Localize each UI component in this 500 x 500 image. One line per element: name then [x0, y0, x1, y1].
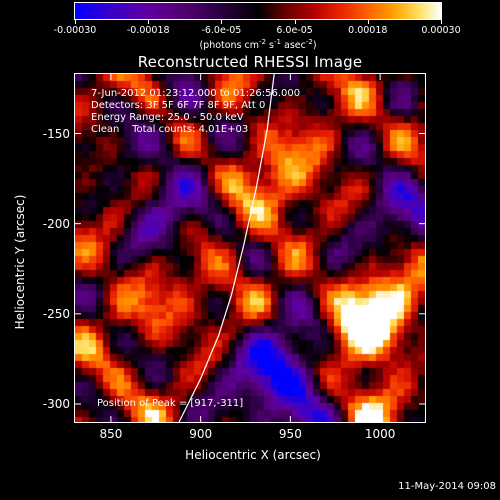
colorbar-tick-label: -6.0e-05 — [201, 25, 242, 36]
colorbar-tick-label: -0.00018 — [126, 25, 170, 36]
plot-title: Reconstructed RHESSI Image — [137, 53, 363, 71]
colorbar-tick — [441, 19, 442, 24]
colorbar-tick — [148, 19, 150, 24]
image-plot-area: 7-Jun-2012 01:23:12.000 to 01:26:56.000 … — [74, 73, 426, 423]
x-tick-label: 1000 — [364, 427, 396, 441]
x-tick-label: 850 — [99, 427, 123, 441]
colorbar-tick-label: 0.00018 — [348, 25, 388, 36]
plot-overlay — [75, 74, 425, 422]
colorbar — [74, 2, 442, 20]
y-axis-label: Heliocentric Y (arcsec) — [13, 194, 27, 330]
datestamp: 11-May-2014 09:08 — [398, 481, 496, 492]
y-tick-label: -200 — [42, 216, 70, 231]
y-tick-label: -150 — [42, 126, 70, 141]
info-time-range: 7-Jun-2012 01:23:12.000 to 01:26:56.000 — [91, 88, 301, 99]
info-detectors: Detectors: 3F 5F 6F 7F 8F 9F, Att 0 — [91, 100, 266, 111]
colorbar-tick-label: 6.0e-05 — [276, 25, 313, 36]
colorbar-tick — [75, 19, 76, 24]
info-energy-range: Energy Range: 25.0 - 50.0 keV — [91, 112, 244, 123]
x-axis-label: Heliocentric X (arcsec) — [185, 448, 321, 462]
colorbar-tick-label: 0.00030 — [421, 25, 461, 36]
colorbar-tick — [221, 19, 223, 24]
info-clean-counts: Clean Total counts: 4.01E+03 — [91, 124, 249, 135]
heatmap-image — [75, 74, 425, 422]
colorbar-tick — [294, 19, 296, 24]
solar-limb-curve — [178, 74, 275, 422]
y-tick-label: -250 — [42, 306, 70, 321]
x-tick-label: 950 — [278, 427, 302, 441]
colorbar-units: (photons cm-2 s-1 asec-2) — [199, 38, 317, 52]
info-peak-position: Position of Peak = [917,-311] — [97, 398, 244, 409]
y-tick-label: -300 — [42, 396, 70, 411]
x-tick-label: 900 — [189, 427, 213, 441]
colorbar-tick-label: -0.00030 — [53, 25, 97, 36]
colorbar-tick — [367, 19, 369, 24]
